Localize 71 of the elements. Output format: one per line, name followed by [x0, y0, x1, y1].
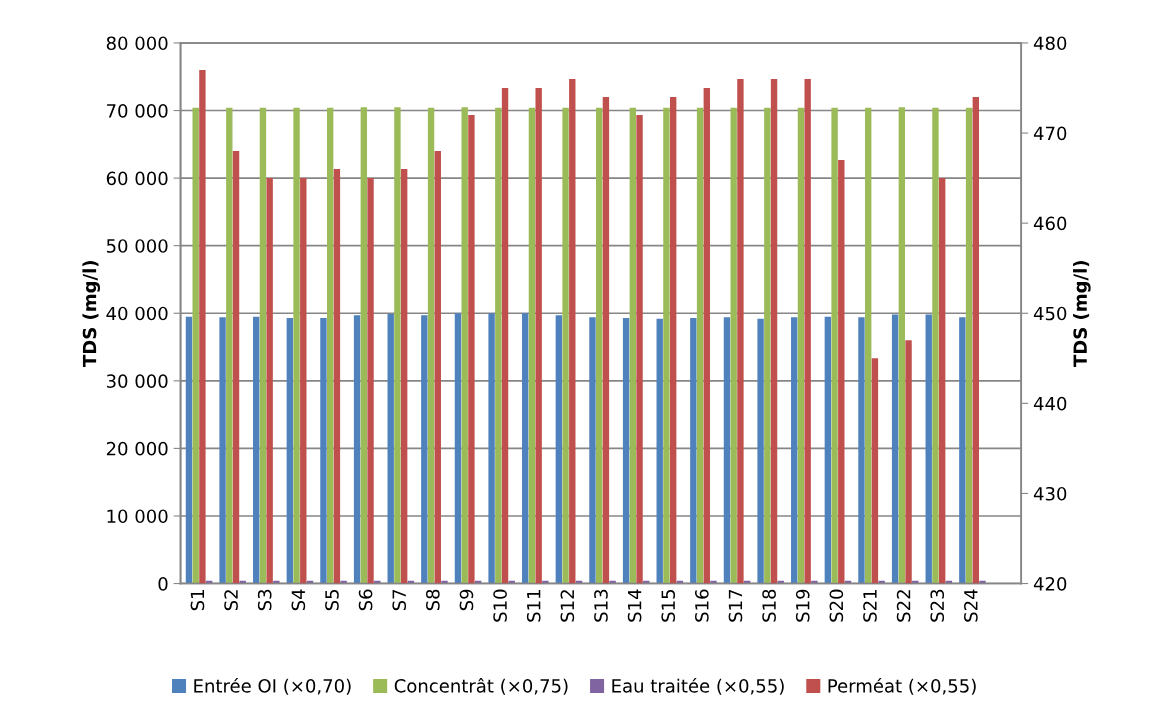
- x-tick-label: S12: [560, 590, 575, 622]
- x-tick-label: S4: [291, 589, 306, 611]
- y2-tick-label: 460: [1033, 216, 1067, 231]
- legend-label: Entrée OI (×0,70): [194, 677, 351, 695]
- x-tick-label: S17: [728, 589, 743, 622]
- bar: [320, 317, 327, 584]
- x-tick-label: S13: [594, 589, 608, 622]
- x-tick-label: S18: [762, 589, 776, 622]
- y-tick-label: 0: [158, 577, 168, 591]
- bar: [757, 318, 764, 584]
- bar: [791, 317, 798, 584]
- x-tick-label: S23: [930, 589, 945, 622]
- y-tick-label: 20 000: [106, 441, 168, 456]
- legend-label: Perméat (×0,55): [828, 677, 976, 695]
- x-tick-label: S15: [661, 589, 676, 622]
- bar: [185, 316, 193, 584]
- bar: [454, 313, 462, 584]
- y2-axis-title: TDS (mg/l): [1073, 260, 1091, 367]
- bar: [925, 314, 932, 584]
- y-tick-label: 70 000: [107, 103, 168, 118]
- x-tick-label: S7: [392, 589, 407, 611]
- bar: [522, 313, 529, 584]
- bar: [690, 317, 697, 584]
- y2-tick-label: 420: [1033, 577, 1067, 591]
- y-tick-label: 30 000: [106, 374, 168, 388]
- x-tick-label: S5: [325, 589, 339, 611]
- x-tick-label: S10: [493, 589, 507, 622]
- bar: [219, 317, 226, 584]
- x-tick-label: S9: [459, 589, 474, 611]
- x-tick-label: S8: [426, 589, 440, 611]
- bar: [286, 317, 294, 584]
- x-tick-label: S22: [896, 590, 911, 622]
- bar: [824, 316, 832, 584]
- bar: [421, 315, 428, 584]
- y-tick-label: 40 000: [106, 306, 168, 321]
- bar: [865, 107, 872, 584]
- y-tick-label: 10 000: [107, 509, 168, 524]
- legend-label: Eau traitée (×0,55): [612, 677, 784, 695]
- bar: [723, 317, 731, 584]
- x-tick-label: S2: [224, 590, 238, 611]
- x-tick-label: S6: [358, 589, 373, 611]
- x-tick-label: S1: [190, 590, 205, 611]
- bar: [555, 315, 563, 584]
- x-tick-label: S24: [964, 589, 978, 622]
- y2-tick-label: 470: [1033, 126, 1067, 141]
- x-tick-label: S14: [627, 589, 642, 622]
- y2-tick-label: 480: [1033, 36, 1067, 51]
- y2-tick-label: 450: [1033, 306, 1067, 321]
- bar: [488, 313, 495, 584]
- x-tick-label: S3: [257, 589, 272, 611]
- y2-tick-label: 440: [1033, 396, 1067, 411]
- y-tick-label: 80 000: [106, 36, 168, 51]
- y-tick-label: 50 000: [106, 239, 168, 253]
- bar: [656, 318, 663, 584]
- y2-tick-label: 430: [1033, 486, 1067, 501]
- x-tick-label: S11: [526, 590, 541, 622]
- x-tick-label: S16: [695, 589, 709, 622]
- y-tick-label: 60 000: [106, 171, 168, 186]
- y-axis-title: TDS (mg/l): [82, 260, 101, 367]
- bar: [858, 317, 865, 584]
- bar: [589, 317, 596, 584]
- x-tick-label: S20: [829, 589, 844, 622]
- x-tick-label: S21: [863, 590, 877, 622]
- bar: [387, 313, 394, 584]
- bar: [891, 314, 899, 584]
- x-tick-label: S19: [795, 589, 810, 622]
- bar: [959, 317, 966, 584]
- bar: [253, 316, 260, 584]
- bar: [353, 315, 361, 584]
- legend-label: Concentrât (×0,75): [394, 677, 568, 695]
- bar: [622, 317, 630, 584]
